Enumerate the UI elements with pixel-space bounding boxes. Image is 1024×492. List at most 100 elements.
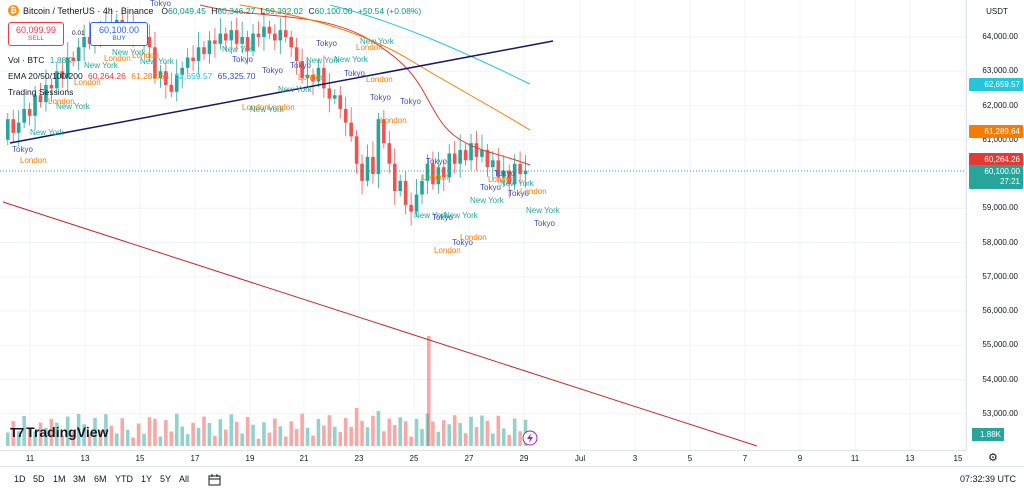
- volume-bar: [185, 434, 190, 446]
- session-label: Tokyo: [12, 145, 33, 154]
- volume-bar: [322, 425, 326, 446]
- sell-label: SELL: [28, 35, 44, 42]
- candle-body: [218, 33, 223, 44]
- candle-body: [207, 40, 212, 55]
- volume-bar: [202, 416, 206, 446]
- session-label: Tokyo: [316, 39, 337, 48]
- candle-body: [289, 37, 293, 48]
- candle-body: [164, 71, 168, 85]
- time-axis[interactable]: 11 13 15 17 19 21 23 25 27 29 Jul 3 5 7 9 11 13 15: [0, 450, 966, 466]
- time-axis-label: 3: [632, 454, 638, 463]
- candle-body: [153, 47, 157, 79]
- volume-bar: [387, 418, 392, 446]
- currency-selector[interactable]: USDT: [986, 7, 1008, 16]
- candle-body: [60, 71, 65, 79]
- range-button-ytd[interactable]: YTD: [115, 474, 133, 484]
- ema-indicator-legend[interactable]: EMA 20/50/100/200 60,264.26 61,289.64 62…: [8, 71, 255, 81]
- session-label: Tokyo: [232, 55, 253, 64]
- tradingview-logo-text: TradingView: [26, 424, 109, 440]
- candle-body: [224, 33, 228, 41]
- candle-body: [82, 37, 86, 48]
- volume-bar: [436, 431, 441, 446]
- price-scale[interactable]: USDT 64,000.00 63,000.00 62,000.00 61,000.0…: [966, 0, 1024, 450]
- price-scale-label: 59,000.00: [982, 203, 1018, 213]
- candle-body: [371, 156, 375, 174]
- volume-bar: [333, 426, 337, 446]
- candle-body: [305, 74, 310, 79]
- trading-sessions-legend[interactable]: Trading Sessions: [8, 87, 74, 97]
- candle-body: [491, 160, 495, 168]
- candle-body: [229, 30, 234, 41]
- volume-bar: [218, 419, 223, 446]
- candle-body: [76, 47, 81, 61]
- volume-bar: [338, 432, 343, 446]
- volume-bar: [22, 416, 26, 446]
- candle-body: [458, 150, 462, 164]
- price-scale-label: 64,000.00: [982, 32, 1018, 41]
- chart-pane[interactable]: Tokyo London New York London New York London N…: [0, 0, 966, 450]
- volume-bar: [16, 431, 21, 446]
- volume-bar: [245, 417, 250, 446]
- volume-bar: [142, 433, 146, 446]
- candle-body: [474, 143, 479, 157]
- range-button-1m[interactable]: 1M: [53, 474, 66, 484]
- volume-bar: [44, 427, 48, 446]
- candle-body: [360, 163, 364, 181]
- range-button-1d[interactable]: 1D: [14, 474, 26, 484]
- volume-bar: [33, 431, 37, 446]
- time-axis-label: 7: [742, 454, 748, 463]
- candle-body: [322, 67, 326, 89]
- lightning-icon[interactable]: [522, 430, 538, 446]
- volume-price-tag: 1.88K: [972, 428, 1004, 441]
- symbol-title[interactable]: Bitcoin / TetherUS · 4h · Binance: [23, 5, 154, 16]
- volume-bar: [463, 433, 468, 446]
- range-button-6m[interactable]: 6M: [94, 474, 107, 484]
- volume-bar: [49, 418, 54, 446]
- tradingview-logo[interactable]: T7 TradingView: [10, 424, 108, 440]
- range-button-all[interactable]: All: [179, 474, 190, 484]
- candle-body: [294, 47, 299, 61]
- candle-body: [316, 67, 321, 82]
- sell-button[interactable]: 60,099.99 SELL: [8, 22, 64, 46]
- buy-button[interactable]: 60,100.00 BUY: [90, 22, 148, 46]
- price-scale-label: 57,000.00: [982, 271, 1018, 281]
- volume-indicator-legend[interactable]: Vol · BTC 1.88K: [8, 55, 72, 65]
- volume-bar: [38, 422, 43, 446]
- session-label: London: [422, 173, 449, 182]
- candle-body: [447, 153, 452, 178]
- price-scale-label: 55,000.00: [982, 340, 1018, 350]
- candle-body: [414, 194, 419, 212]
- candle-body: [262, 26, 266, 37]
- utc-clock[interactable]: 07:32:39 UTC: [959, 474, 1016, 484]
- range-button-3m[interactable]: 3M: [73, 474, 86, 484]
- gear-icon[interactable]: ⚙: [988, 452, 998, 464]
- volume-bar: [414, 418, 419, 446]
- volume-bar: [147, 417, 152, 446]
- candle-body: [392, 163, 397, 192]
- candle-body: [27, 108, 32, 116]
- session-label: Tokyo: [452, 238, 473, 247]
- volume-bar: [398, 417, 402, 446]
- trend-lines: [2, 40, 758, 447]
- calendar-range-icon[interactable]: [208, 474, 222, 486]
- range-button-5y[interactable]: 5Y: [160, 474, 172, 484]
- price-scale-label: 61,000.00: [982, 134, 1018, 144]
- candle-body: [234, 30, 239, 44]
- time-axis-label: 5: [687, 454, 693, 463]
- volume-bar: [104, 414, 108, 446]
- chart-grid: [0, 0, 966, 450]
- range-button-1y[interactable]: 1Y: [141, 474, 153, 484]
- price-scale-label: 63,000.00: [982, 66, 1018, 76]
- volume-bar: [376, 411, 381, 446]
- volume-bar: [262, 422, 266, 446]
- ema-50-line: [239, 4, 531, 131]
- volume-bar: [27, 427, 32, 446]
- volume-bar: [311, 435, 315, 446]
- time-axis-label: 29: [519, 454, 529, 463]
- range-button-5d[interactable]: 5D: [33, 474, 45, 484]
- candle-body: [22, 108, 26, 123]
- volume-bar: [491, 433, 495, 446]
- volume-bar: [474, 427, 479, 446]
